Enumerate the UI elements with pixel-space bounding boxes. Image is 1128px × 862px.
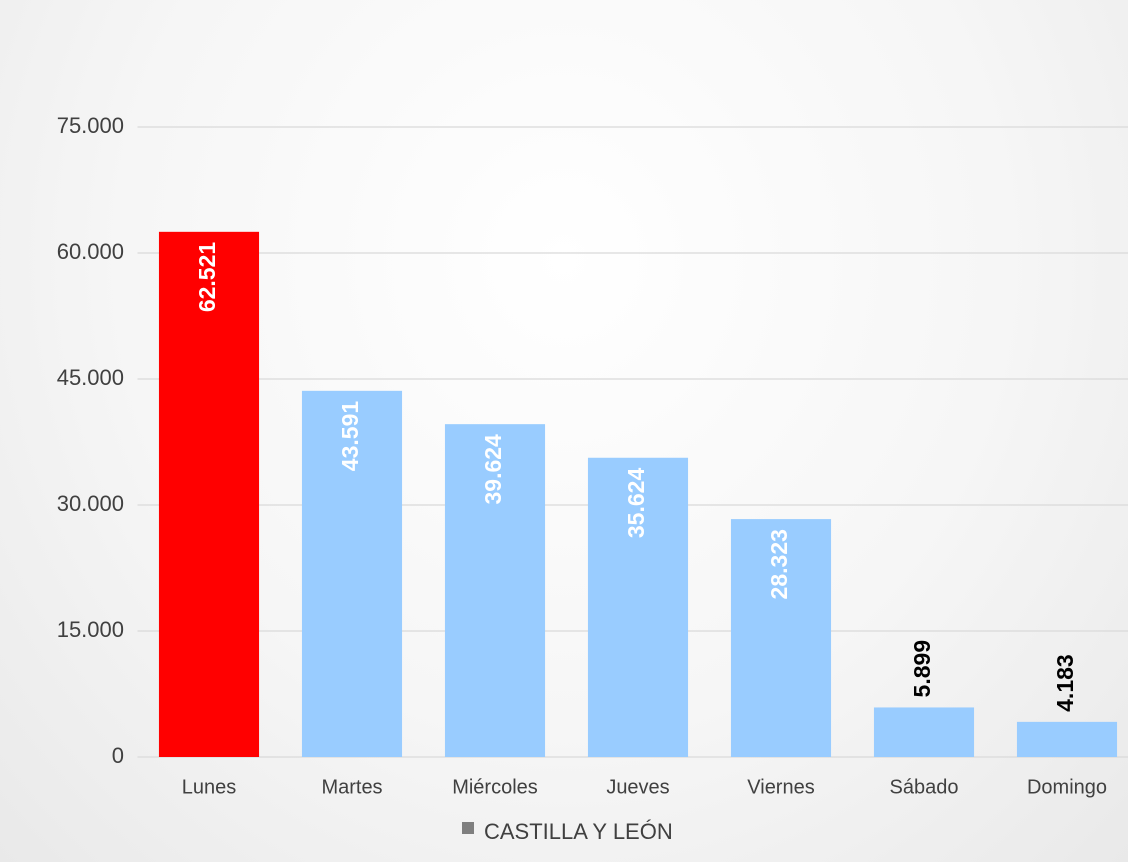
legend-label: CASTILLA Y LEÓN bbox=[484, 819, 673, 844]
y-tick-label: 15.000 bbox=[57, 617, 124, 642]
y-tick-label: 75.000 bbox=[57, 113, 124, 138]
bar bbox=[587, 457, 689, 757]
bar bbox=[1016, 721, 1118, 757]
bar bbox=[158, 231, 260, 757]
x-tick-label: Sábado bbox=[890, 776, 959, 798]
bar bbox=[301, 390, 403, 757]
data-label: 5.899 bbox=[909, 640, 935, 698]
x-tick-label: Miércoles bbox=[452, 776, 538, 798]
y-tick-label: 30.000 bbox=[57, 491, 124, 516]
x-tick-label: Viernes bbox=[747, 776, 814, 798]
bar bbox=[873, 707, 975, 757]
y-tick-label: 45.000 bbox=[57, 365, 124, 390]
x-tick-label: Martes bbox=[321, 776, 382, 798]
data-label: 62.521 bbox=[194, 242, 220, 313]
bar bbox=[444, 424, 546, 757]
data-label: 35.624 bbox=[623, 468, 649, 539]
data-label: 4.183 bbox=[1052, 654, 1078, 712]
data-label: 28.323 bbox=[766, 529, 792, 599]
data-label: 39.624 bbox=[480, 434, 506, 505]
bar bbox=[730, 519, 832, 757]
x-tick-label: Domingo bbox=[1027, 776, 1107, 798]
x-tick-label: Jueves bbox=[606, 776, 669, 798]
data-label: 43.591 bbox=[337, 401, 363, 472]
x-tick-label: Lunes bbox=[182, 776, 237, 798]
y-tick-label: 60.000 bbox=[57, 239, 124, 264]
y-tick-label: 0 bbox=[112, 743, 124, 768]
legend-marker bbox=[462, 822, 474, 834]
